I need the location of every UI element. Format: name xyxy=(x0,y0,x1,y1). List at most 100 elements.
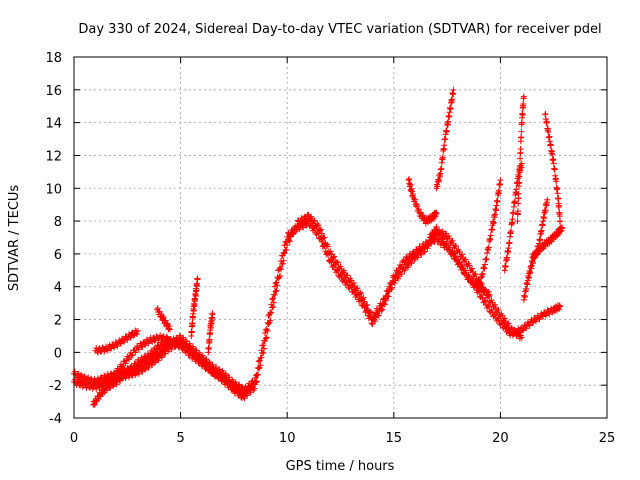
data-point xyxy=(485,288,492,295)
data-point xyxy=(138,354,145,361)
data-point xyxy=(523,325,530,332)
data-point xyxy=(432,227,439,234)
data-point xyxy=(520,326,527,333)
data-point xyxy=(333,258,340,265)
data-point xyxy=(389,284,396,291)
data-point xyxy=(149,357,156,364)
data-point xyxy=(518,134,525,141)
data-point xyxy=(193,287,200,294)
data-point xyxy=(486,235,493,242)
data-point xyxy=(116,377,123,384)
data-point xyxy=(294,222,301,229)
data-point xyxy=(241,395,248,402)
data-point xyxy=(175,344,182,351)
data-point xyxy=(113,381,120,388)
data-point xyxy=(214,370,221,377)
data-point xyxy=(317,226,324,233)
data-point xyxy=(317,234,324,241)
x-tick-label: 20 xyxy=(492,431,509,446)
data-point xyxy=(163,333,170,340)
data-point xyxy=(263,334,270,341)
data-point xyxy=(277,258,284,265)
data-point xyxy=(124,337,131,344)
data-point xyxy=(330,262,337,269)
data-point xyxy=(132,327,139,334)
data-point xyxy=(154,305,161,312)
data-point xyxy=(557,218,564,225)
data-point xyxy=(226,381,233,388)
data-point xyxy=(523,285,530,292)
data-point xyxy=(441,142,448,149)
data-point xyxy=(471,271,478,278)
data-point xyxy=(484,302,491,309)
data-point xyxy=(495,306,502,313)
data-point xyxy=(514,208,521,215)
data-point xyxy=(436,229,443,236)
data-point xyxy=(478,274,485,281)
data-point xyxy=(447,105,454,112)
data-point xyxy=(446,244,453,251)
series-track-e xyxy=(113,332,173,376)
data-point xyxy=(191,301,198,308)
y-axis-label: SDTVAR / TECUs xyxy=(7,185,22,292)
data-point xyxy=(317,235,324,242)
data-point xyxy=(174,339,181,346)
data-point xyxy=(366,313,373,320)
data-point xyxy=(334,267,341,274)
data-point xyxy=(277,264,284,271)
data-point xyxy=(361,298,368,305)
data-point xyxy=(255,365,262,372)
data-point xyxy=(187,349,194,356)
data-point xyxy=(382,297,389,304)
data-point xyxy=(99,377,106,384)
data-point xyxy=(364,307,371,314)
data-point xyxy=(209,361,216,368)
data-point xyxy=(483,287,490,294)
data-point xyxy=(485,244,492,251)
data-point xyxy=(449,237,456,244)
data-point xyxy=(128,352,135,359)
data-point xyxy=(506,239,513,246)
data-point xyxy=(502,263,509,270)
data-point xyxy=(485,303,492,310)
data-point xyxy=(445,233,452,240)
series-track-h xyxy=(205,310,216,356)
data-point xyxy=(481,265,488,272)
data-point xyxy=(433,223,440,230)
data-point xyxy=(445,118,452,125)
data-point xyxy=(350,280,357,287)
data-point xyxy=(543,119,550,126)
data-point xyxy=(232,379,239,386)
data-point xyxy=(360,294,367,301)
data-point xyxy=(106,342,113,349)
data-point xyxy=(449,249,456,256)
data-point xyxy=(166,326,173,333)
data-point xyxy=(333,267,340,274)
y-tick-label: 10 xyxy=(45,182,62,197)
data-point xyxy=(203,356,210,363)
data-point xyxy=(271,283,278,290)
data-point xyxy=(206,365,213,372)
data-point xyxy=(126,356,133,363)
data-point xyxy=(542,207,549,214)
data-point xyxy=(269,304,276,311)
data-point xyxy=(412,196,419,203)
data-point xyxy=(421,248,428,255)
data-point xyxy=(206,336,213,343)
data-point xyxy=(481,298,488,305)
data-point xyxy=(270,291,277,298)
data-point xyxy=(267,309,274,316)
data-point xyxy=(518,128,525,135)
data-point xyxy=(468,265,475,272)
data-point xyxy=(129,365,136,372)
y-tick-label: 4 xyxy=(54,281,62,296)
data-point xyxy=(116,337,123,344)
data-point xyxy=(264,319,271,326)
data-point xyxy=(223,378,230,385)
data-point xyxy=(540,313,547,320)
data-point xyxy=(265,312,272,319)
data-point xyxy=(504,254,511,261)
data-point xyxy=(180,344,187,351)
data-point xyxy=(213,371,220,378)
